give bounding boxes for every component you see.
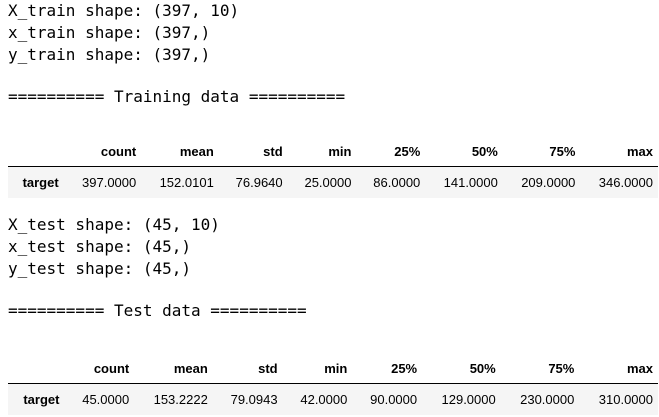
table-cell: 86.0000: [373, 175, 421, 190]
train-y-shape-line: y_train shape: (397,): [8, 45, 211, 64]
column-header: count: [63, 137, 142, 167]
train-banner: ========== Training data ==========: [8, 87, 346, 106]
column-header: count: [64, 354, 135, 384]
table-cell: 76.9640: [235, 175, 283, 190]
train-x-shape-line: X_train shape: (397, 10): [8, 1, 240, 20]
train-describe-table: count mean std min 25% 50% 75% max targe…: [8, 137, 658, 198]
table-cell: 79.0943: [230, 392, 278, 407]
index-header: [8, 137, 64, 167]
column-header: 50%: [425, 137, 503, 167]
table-cell: 25.0000: [304, 175, 352, 190]
row-label: target: [23, 392, 60, 407]
table-cell: 153.2222: [153, 392, 208, 407]
table-row: target 397.0000 152.0101 76.9640 25.0000…: [8, 166, 658, 198]
table-header-row: count mean std min 25% 50% 75% max: [8, 354, 658, 384]
column-header: mean: [141, 137, 219, 167]
row-label: target: [22, 175, 59, 190]
table-cell: 230.0000: [520, 392, 575, 407]
test-x-shape-line: X_test shape: (45, 10): [8, 215, 220, 234]
table-cell: 209.0000: [521, 175, 576, 190]
table-header-row: count mean std min 25% 50% 75% max: [8, 137, 658, 167]
column-header: 50%: [422, 354, 501, 384]
table-cell: 397.0000: [82, 175, 137, 190]
table-row: target 45.0000 153.2222 79.0943 42.0000 …: [8, 383, 658, 415]
column-header: 25%: [356, 137, 426, 167]
column-header: 25%: [352, 354, 423, 384]
column-header: 75%: [502, 137, 581, 167]
test-banner: ========== Test data ==========: [8, 301, 307, 320]
column-header: max: [579, 354, 658, 384]
table-cell: 346.0000: [598, 175, 653, 190]
column-header: min: [282, 354, 353, 384]
table-cell: 90.0000: [370, 392, 418, 407]
column-header: max: [580, 137, 658, 167]
table-cell: 129.0000: [441, 392, 496, 407]
column-header: std: [218, 137, 288, 167]
table-cell: 152.0101: [159, 175, 214, 190]
table-cell: 42.0000: [300, 392, 348, 407]
test-y-shape-line: y_test shape: (45,): [8, 259, 192, 278]
table-cell: 45.0000: [82, 392, 130, 407]
index-header: [8, 354, 65, 384]
column-header: mean: [134, 354, 213, 384]
test-describe-table: count mean std min 25% 50% 75% max targe…: [8, 354, 658, 415]
test-x-lower-shape-line: x_test shape: (45,): [8, 237, 192, 256]
column-header: std: [212, 354, 283, 384]
table-cell: 310.0000: [598, 392, 653, 407]
column-header: 75%: [500, 354, 580, 384]
table-cell: 141.0000: [443, 175, 498, 190]
column-header: min: [287, 137, 357, 167]
train-x-lower-shape-line: x_train shape: (397,): [8, 23, 211, 42]
